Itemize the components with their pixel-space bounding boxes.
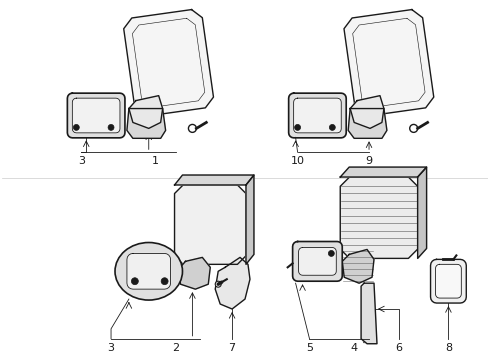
Circle shape — [410, 125, 417, 132]
Circle shape — [328, 251, 334, 256]
Circle shape — [74, 125, 79, 130]
Circle shape — [329, 125, 335, 130]
Text: 3: 3 — [78, 156, 85, 166]
Polygon shape — [174, 175, 254, 185]
Polygon shape — [289, 93, 346, 138]
Polygon shape — [215, 257, 250, 309]
Polygon shape — [350, 96, 384, 129]
Polygon shape — [127, 253, 171, 289]
Circle shape — [294, 125, 300, 130]
Circle shape — [131, 278, 138, 285]
Polygon shape — [127, 109, 166, 138]
Text: 1: 1 — [152, 156, 159, 166]
Polygon shape — [417, 167, 427, 258]
Circle shape — [215, 281, 221, 287]
Polygon shape — [294, 98, 341, 133]
Text: 4: 4 — [350, 343, 358, 353]
Polygon shape — [174, 185, 246, 264]
Polygon shape — [129, 96, 163, 129]
Text: 8: 8 — [445, 343, 452, 353]
Polygon shape — [73, 98, 120, 133]
Polygon shape — [342, 249, 374, 283]
Polygon shape — [348, 109, 387, 138]
Polygon shape — [178, 257, 210, 289]
Polygon shape — [246, 175, 254, 264]
Circle shape — [161, 278, 168, 285]
Polygon shape — [68, 93, 125, 138]
Ellipse shape — [115, 243, 182, 300]
Circle shape — [108, 125, 114, 130]
Text: 3: 3 — [107, 343, 115, 353]
Polygon shape — [132, 18, 205, 108]
Polygon shape — [293, 242, 342, 281]
Polygon shape — [361, 283, 377, 344]
Text: 7: 7 — [228, 343, 236, 353]
Polygon shape — [431, 260, 466, 303]
Text: 9: 9 — [366, 156, 372, 166]
Polygon shape — [298, 247, 336, 275]
Polygon shape — [344, 10, 434, 116]
Polygon shape — [353, 18, 425, 108]
Polygon shape — [436, 264, 461, 298]
Circle shape — [189, 125, 196, 132]
Polygon shape — [340, 177, 417, 258]
Text: 2: 2 — [172, 343, 179, 353]
Text: 6: 6 — [395, 343, 402, 353]
Polygon shape — [340, 167, 427, 177]
Polygon shape — [123, 10, 214, 116]
Text: 10: 10 — [291, 156, 305, 166]
Text: 5: 5 — [306, 343, 313, 353]
